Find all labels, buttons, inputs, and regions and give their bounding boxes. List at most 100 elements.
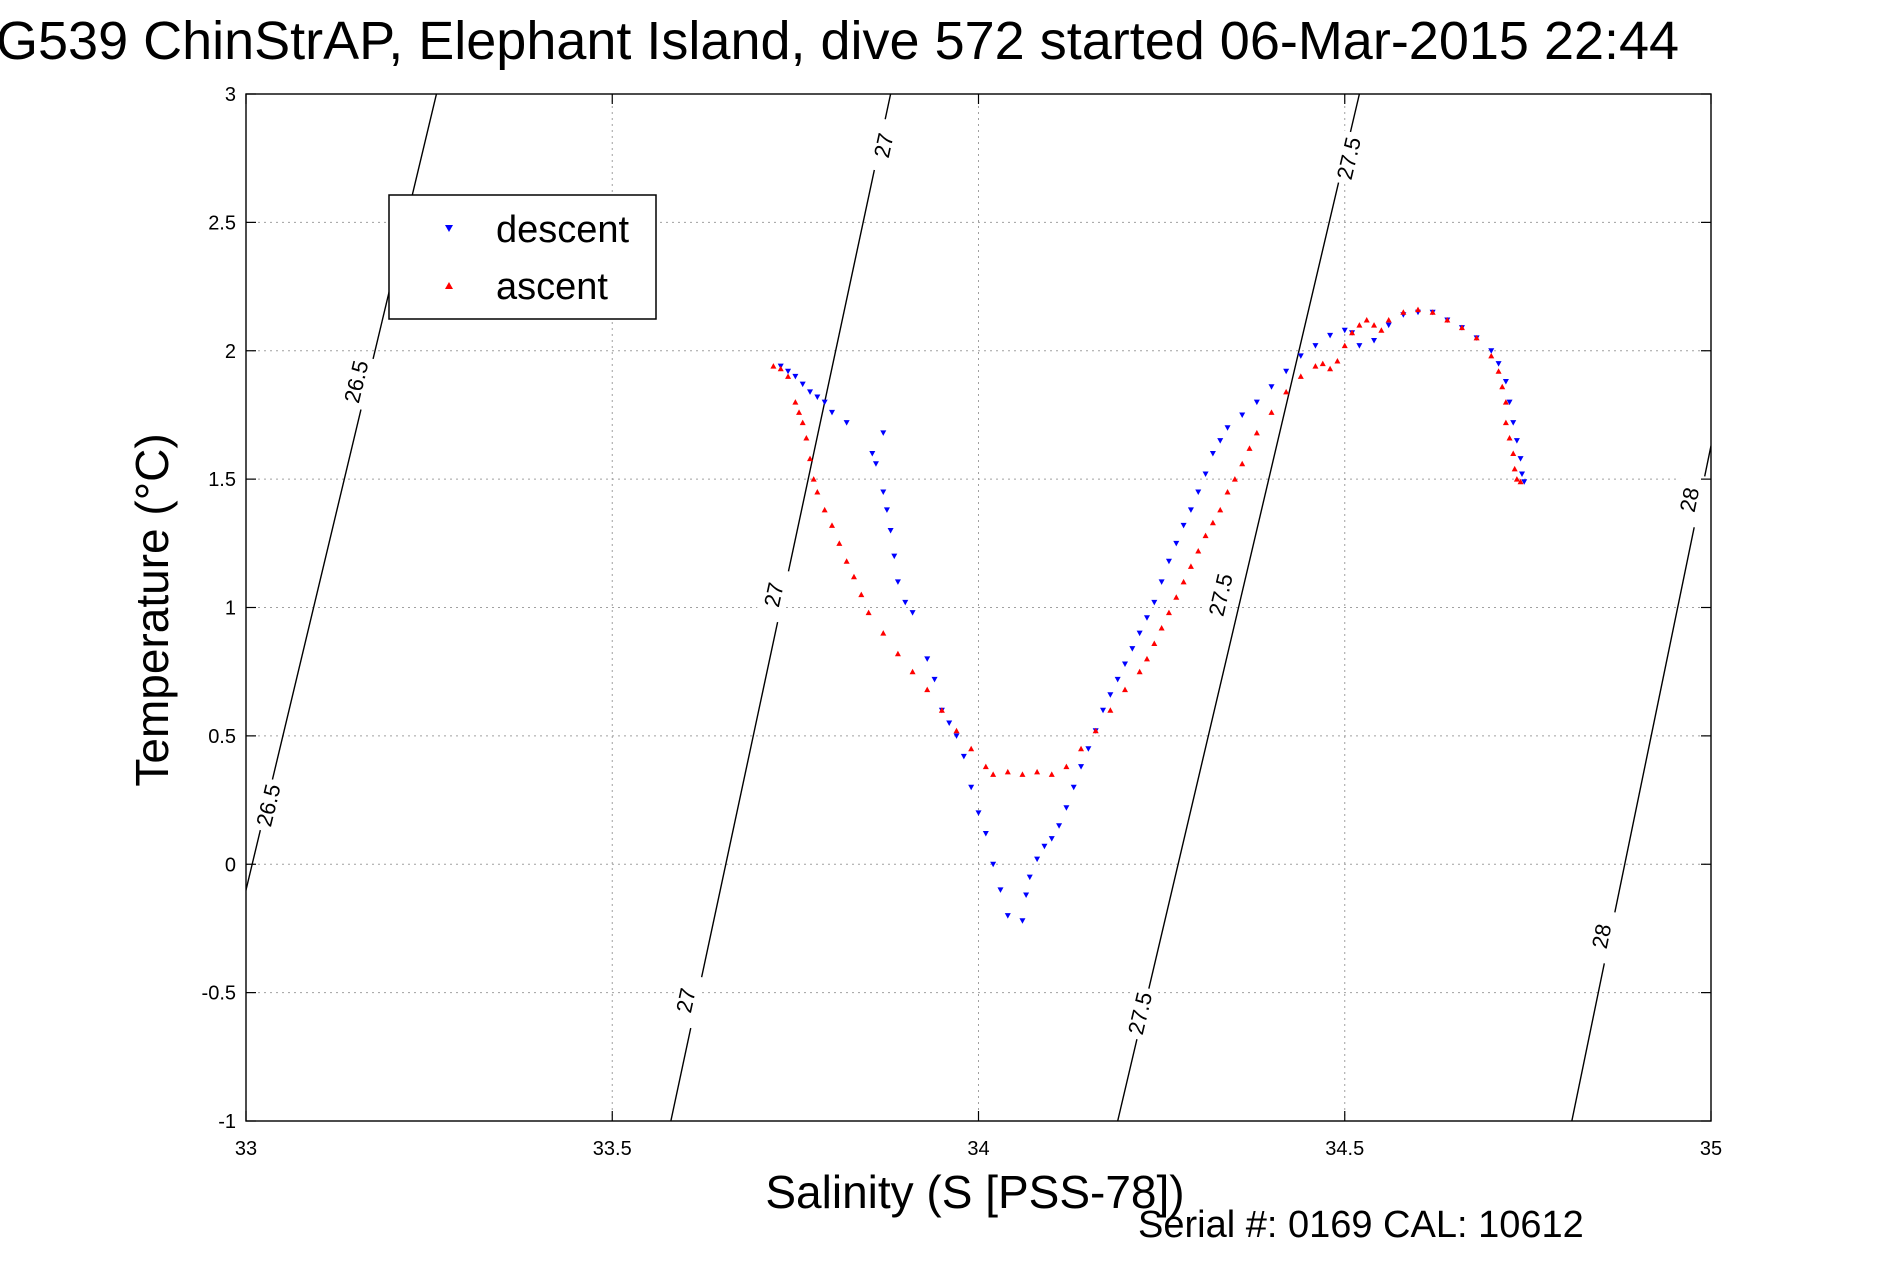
ascent-point xyxy=(1231,476,1238,482)
ascent-point xyxy=(1107,707,1114,713)
legend-box xyxy=(388,194,657,320)
descent-point xyxy=(792,373,799,380)
descent-point xyxy=(1506,399,1513,406)
descent-point xyxy=(891,553,898,560)
grid xyxy=(246,94,1711,1121)
ascent-point xyxy=(909,668,916,675)
descent-point xyxy=(1070,784,1077,791)
descent-point xyxy=(869,450,876,457)
descent-point xyxy=(953,733,960,739)
contour-label: 27.5 xyxy=(1123,990,1157,1037)
ascent-point xyxy=(1246,445,1253,451)
contour-label: 27.5 xyxy=(1332,135,1366,182)
ascent-point xyxy=(1473,334,1480,341)
descent-point xyxy=(931,676,938,683)
ascent-point xyxy=(1363,316,1370,323)
descent-point xyxy=(880,489,887,495)
y-tick-label: 2 xyxy=(225,341,236,363)
ascent-point xyxy=(1078,745,1085,752)
contour-label-bg xyxy=(1583,908,1620,965)
ascent-point xyxy=(1378,327,1385,333)
ascent-point xyxy=(785,373,792,379)
ascent-point xyxy=(1195,548,1202,554)
ascent-point xyxy=(858,591,865,598)
ascent-point xyxy=(836,540,843,546)
ascent-point xyxy=(1063,763,1070,770)
descent-point xyxy=(880,430,887,436)
ascent-point xyxy=(1151,640,1158,646)
contour-label-bg xyxy=(1671,471,1708,528)
descent-point xyxy=(1165,558,1172,565)
ascent-point xyxy=(1209,519,1216,526)
descent-point xyxy=(1129,646,1136,652)
ascent-point xyxy=(1499,383,1506,390)
contour-label-bg xyxy=(1201,566,1239,623)
descent-point xyxy=(1510,420,1517,426)
descent-point xyxy=(843,420,850,426)
ascent-point xyxy=(1385,316,1392,323)
descent-point xyxy=(1041,843,1048,850)
ascent-point xyxy=(770,363,777,369)
descent-point xyxy=(1019,918,1026,924)
ascent-point xyxy=(1092,727,1099,734)
ascent-point xyxy=(938,707,945,713)
descent-point xyxy=(1283,368,1290,375)
ascent-point xyxy=(803,435,810,441)
descent-point xyxy=(1122,661,1128,667)
descent-point xyxy=(1056,823,1063,829)
descent-point xyxy=(1195,489,1202,495)
ascent-point xyxy=(1297,373,1304,379)
ascent-point xyxy=(880,630,887,636)
ascent-point xyxy=(1319,360,1326,367)
descent-point xyxy=(1026,874,1033,881)
descent-point xyxy=(1048,836,1055,842)
series-ascent xyxy=(770,306,1524,777)
ascent-point xyxy=(1400,309,1407,315)
descent-point xyxy=(1187,507,1194,513)
ascent-point xyxy=(1180,578,1187,585)
contour-line-27.5 xyxy=(1116,94,1361,1121)
y-tick-label: 1.5 xyxy=(208,469,236,491)
descent-point xyxy=(1268,384,1275,390)
data-series xyxy=(770,306,1528,924)
descent-point xyxy=(1151,599,1158,606)
ascent-point xyxy=(1283,388,1290,395)
x-tick-label: 34 xyxy=(967,1138,989,1160)
ascent-point xyxy=(1048,771,1055,777)
descent-point xyxy=(1297,353,1304,359)
ascent-point xyxy=(1187,563,1194,569)
ascent-point xyxy=(1502,419,1509,426)
descent-point xyxy=(1063,805,1070,811)
ascent-point xyxy=(1004,768,1011,775)
descent-point xyxy=(1136,630,1143,637)
ascent-point xyxy=(953,727,960,734)
ascent-point xyxy=(1429,309,1436,315)
descent-point xyxy=(909,610,916,616)
descent-point xyxy=(1327,332,1334,339)
x-tick-label: 34.5 xyxy=(1325,1138,1364,1160)
descent-point xyxy=(1517,456,1524,462)
descent-point xyxy=(814,394,821,400)
descent-point xyxy=(990,861,997,868)
descent-point xyxy=(829,409,835,416)
descent-point xyxy=(821,399,828,406)
contour-label: 27.5 xyxy=(1204,571,1238,618)
ascent-point xyxy=(810,476,817,482)
ascent-point xyxy=(1513,476,1520,482)
ascent-point xyxy=(1253,429,1260,436)
ascent-point xyxy=(1495,368,1502,374)
descent-point xyxy=(997,887,1004,893)
contour-label: 27 xyxy=(869,131,899,160)
descent-point xyxy=(975,810,982,816)
descent-point xyxy=(968,784,975,791)
ascent-point xyxy=(924,686,931,693)
descent-point xyxy=(1034,856,1041,863)
ascent-point xyxy=(1122,686,1128,693)
y-tick-label: -0.5 xyxy=(202,983,236,1005)
chart-title: G539 ChinStrAP, Elephant Island, dive 57… xyxy=(0,11,1680,71)
descent-point xyxy=(1519,471,1526,477)
ascent-point xyxy=(1143,655,1150,662)
ascent-point xyxy=(792,399,799,405)
descent-point xyxy=(894,579,901,585)
